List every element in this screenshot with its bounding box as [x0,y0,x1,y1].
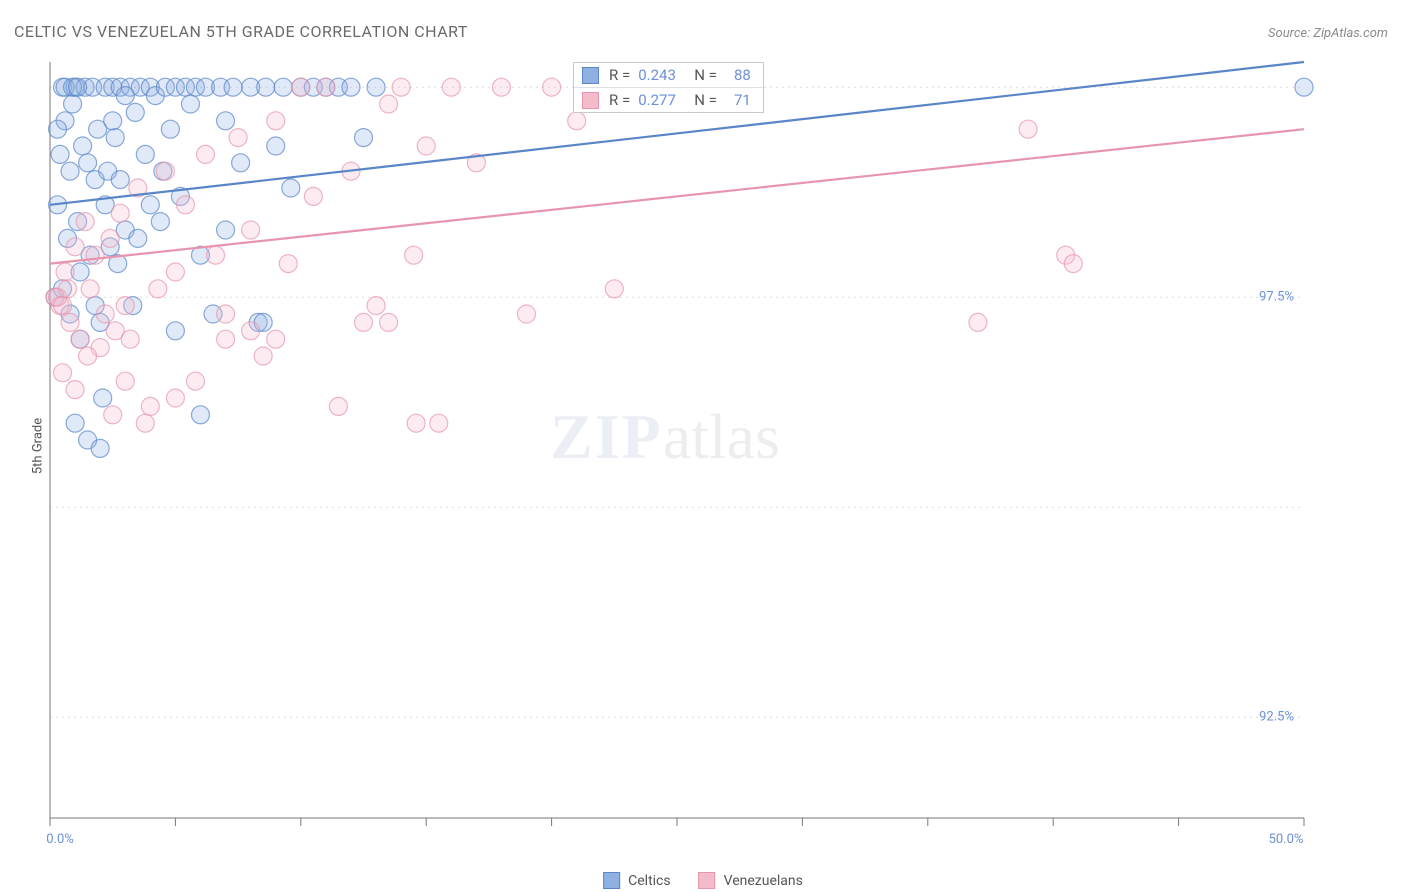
legend: Celtics Venezuelans [603,872,803,889]
stats-r-value: 0.277 [638,91,684,109]
chart-title: CELTIC VS VENEZUELAN 5TH GRADE CORRELATI… [14,22,468,41]
chart-container: CELTIC VS VENEZUELAN 5TH GRADE CORRELATI… [0,0,1406,892]
stats-box: R = 0.243 N = 88 R = 0.277 N = 71 [573,62,764,113]
x-tick-label: 50.0% [1269,832,1304,847]
legend-item: Celtics [603,872,670,889]
source-label: Source: ZipAtlas.com [1268,26,1388,41]
legend-item: Venezuelans [699,872,803,889]
y-tick-label: 92.5% [1259,710,1294,725]
stats-swatch [582,92,599,109]
legend-label: Celtics [628,873,670,889]
stats-row: R = 0.277 N = 71 [574,87,763,112]
x-tick-label: 0.0% [46,832,74,847]
stats-n-value: 88 [725,66,751,84]
legend-swatch [603,872,620,889]
legend-label: Venezuelans [724,873,803,889]
stats-n-label: N = [694,91,717,109]
plot-area [44,60,1358,830]
stats-n-value: 71 [725,91,751,109]
y-tick-label: 97.5% [1259,290,1294,305]
scatter-plot-svg [44,60,1358,830]
stats-r-label: R = [609,66,630,84]
stats-row: R = 0.243 N = 88 [574,63,763,87]
stats-n-label: N = [694,66,717,84]
stats-r-label: R = [609,91,630,109]
legend-swatch [699,872,716,889]
stats-swatch [582,67,599,84]
stats-r-value: 0.243 [638,66,684,84]
